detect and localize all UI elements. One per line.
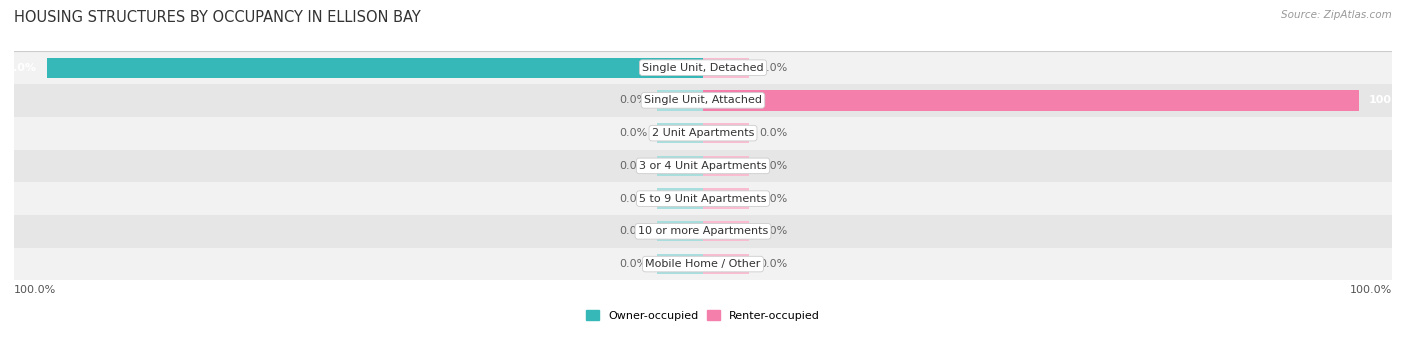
Bar (703, 254, 749, 274)
Bar (703, 90, 1360, 110)
Text: Mobile Home / Other: Mobile Home / Other (645, 259, 761, 269)
Text: 0.0%: 0.0% (759, 226, 787, 236)
Bar (703, 221, 749, 241)
Bar (657, 156, 703, 176)
Bar (657, 254, 703, 274)
Text: 0.0%: 0.0% (619, 194, 647, 203)
Text: 100.0%: 100.0% (1350, 285, 1392, 295)
Text: 0.0%: 0.0% (619, 128, 647, 138)
Text: 0.0%: 0.0% (759, 194, 787, 203)
Text: HOUSING STRUCTURES BY OCCUPANCY IN ELLISON BAY: HOUSING STRUCTURES BY OCCUPANCY IN ELLIS… (14, 10, 420, 25)
Text: 0.0%: 0.0% (619, 226, 647, 236)
Bar (14, 182, 1392, 215)
Text: Source: ZipAtlas.com: Source: ZipAtlas.com (1281, 10, 1392, 20)
Text: 3 or 4 Unit Apartments: 3 or 4 Unit Apartments (640, 161, 766, 171)
Bar (657, 123, 703, 143)
Text: 10 or more Apartments: 10 or more Apartments (638, 226, 768, 236)
Text: 2 Unit Apartments: 2 Unit Apartments (652, 128, 754, 138)
Text: 100.0%: 100.0% (14, 285, 56, 295)
Text: 0.0%: 0.0% (619, 161, 647, 171)
Text: 0.0%: 0.0% (759, 259, 787, 269)
Bar (657, 90, 703, 110)
Bar (14, 84, 1392, 117)
Bar (14, 149, 1392, 182)
Text: 0.0%: 0.0% (619, 259, 647, 269)
Bar (703, 188, 749, 209)
Text: Single Unit, Attached: Single Unit, Attached (644, 95, 762, 105)
Bar (14, 248, 1392, 280)
Text: 0.0%: 0.0% (759, 161, 787, 171)
Bar (703, 156, 749, 176)
Legend: Owner-occupied, Renter-occupied: Owner-occupied, Renter-occupied (581, 306, 825, 325)
Bar (703, 123, 749, 143)
Bar (657, 188, 703, 209)
Text: 100.0%: 100.0% (1369, 95, 1406, 105)
Bar (14, 215, 1392, 248)
Text: 0.0%: 0.0% (759, 63, 787, 73)
Text: 100.0%: 100.0% (0, 63, 37, 73)
Bar (14, 117, 1392, 149)
Bar (14, 51, 1392, 84)
Bar (46, 57, 703, 78)
Bar (657, 221, 703, 241)
Bar (703, 57, 749, 78)
Text: 5 to 9 Unit Apartments: 5 to 9 Unit Apartments (640, 194, 766, 203)
Text: 0.0%: 0.0% (619, 95, 647, 105)
Text: Single Unit, Detached: Single Unit, Detached (643, 63, 763, 73)
Text: 0.0%: 0.0% (759, 128, 787, 138)
